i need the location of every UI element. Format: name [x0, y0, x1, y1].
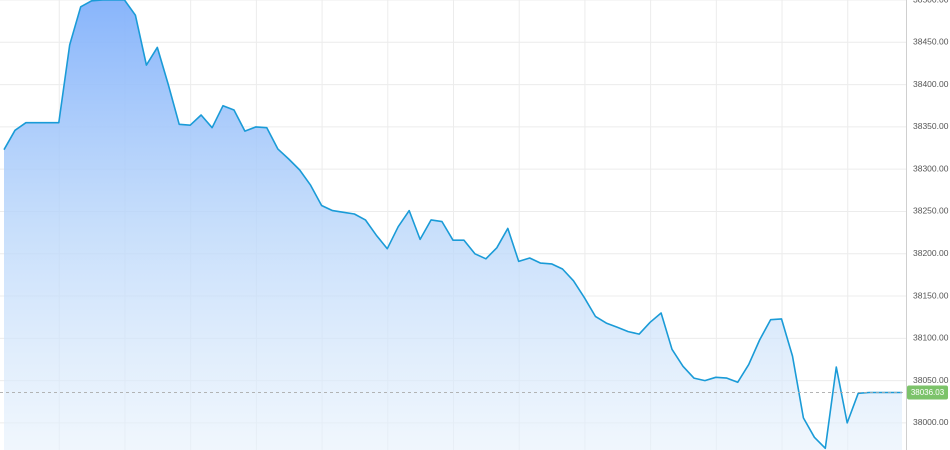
y-tick-label: 38050.00 [913, 375, 949, 385]
y-tick-label: 38350.00 [913, 121, 949, 131]
current-value-badge [907, 385, 948, 400]
current-value-label: 38036.03 [911, 388, 945, 397]
y-tick-label: 38300.00 [913, 163, 949, 173]
y-tick-label: 38000.00 [913, 417, 949, 427]
y-tick-label: 38150.00 [913, 290, 949, 300]
y-tick-label: 38100.00 [913, 333, 949, 343]
price-line [3, 0, 902, 450]
y-tick-label: 38500.00 [913, 0, 949, 4]
y-tick-label: 38200.00 [913, 248, 949, 258]
y-tick-label: 38400.00 [913, 79, 949, 89]
area-fill [4, 0, 902, 450]
y-tick-label: 38250.00 [913, 206, 949, 216]
plot-area [0, 0, 906, 450]
y-tick-label: 38450.00 [913, 37, 949, 47]
